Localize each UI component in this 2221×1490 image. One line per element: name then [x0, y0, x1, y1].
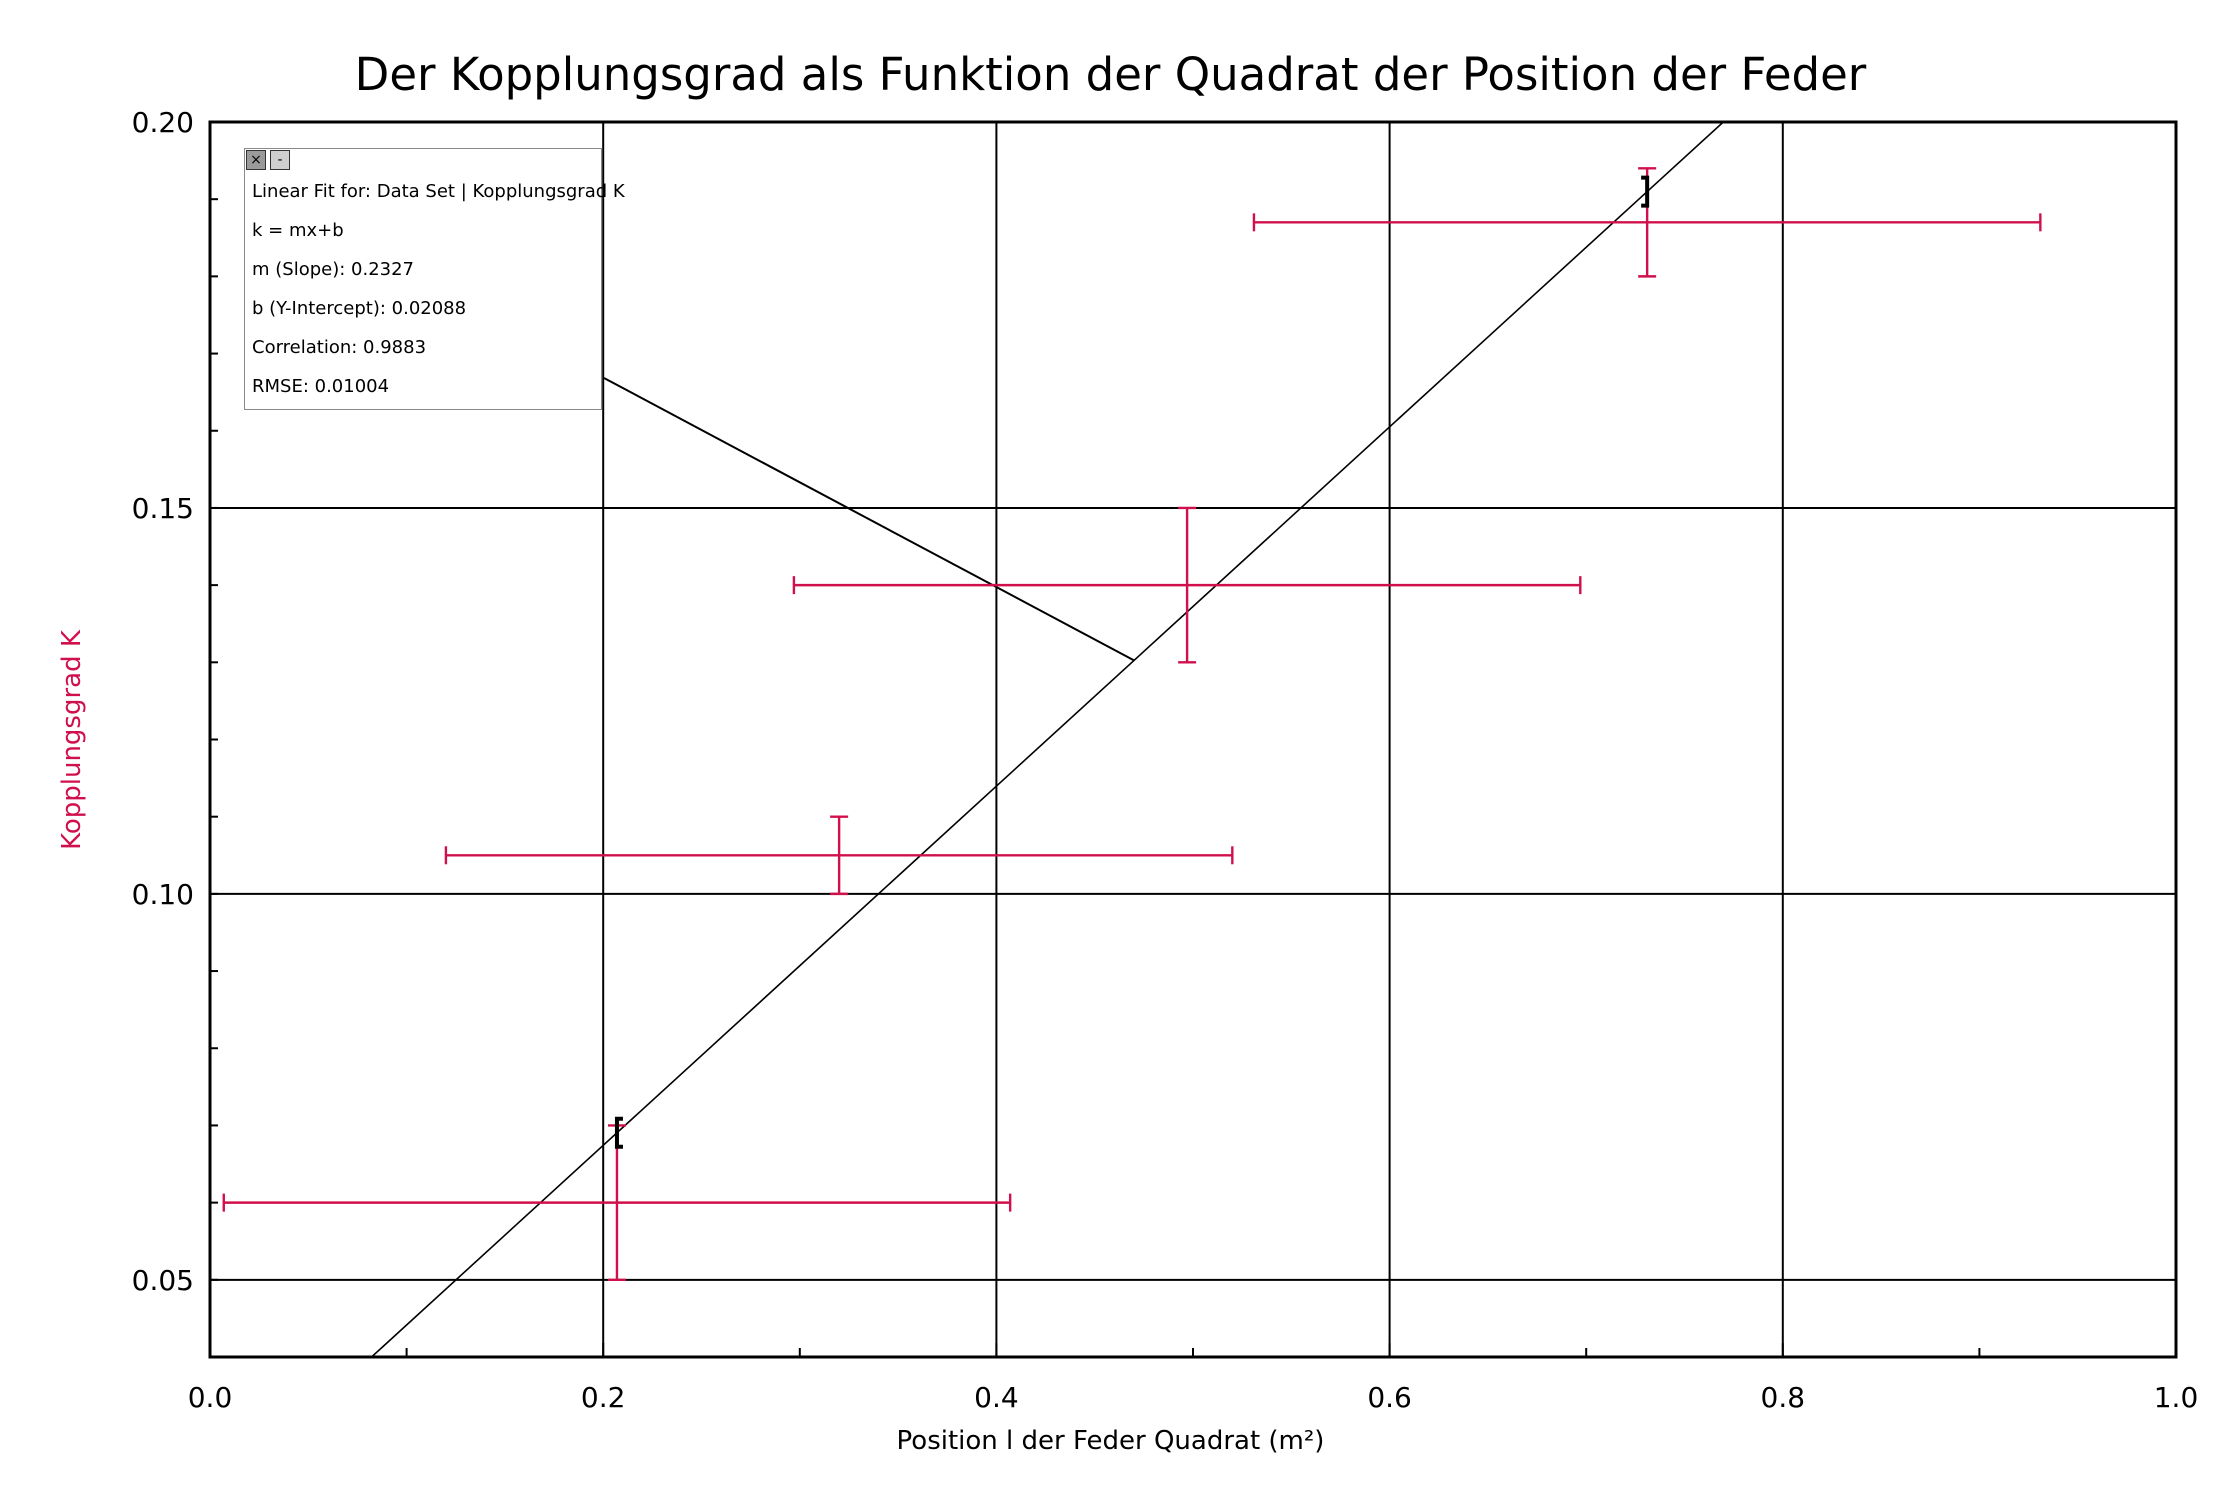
ticks — [209, 121, 2177, 1358]
fit-box-line: k = mx+b — [252, 220, 344, 241]
x-tick-label: 1.0 — [2154, 1381, 2199, 1414]
close-icon[interactable]: × — [246, 150, 266, 170]
fit-box-connector — [603, 377, 1135, 662]
y-tick-label: 0.05 — [132, 1264, 194, 1297]
fit-box-line: m (Slope): 0.2327 — [252, 259, 415, 280]
x-tick-label: 0.0 — [188, 1381, 233, 1414]
y-tick-label: 0.10 — [132, 878, 194, 911]
fit-box-line: Correlation: 0.9883 — [252, 337, 427, 358]
x-tick-label: 0.2 — [581, 1381, 626, 1414]
chart-title: Der Kopplungsgrad als Funktion der Quadr… — [354, 48, 1867, 101]
y-tick-label: 0.15 — [132, 492, 194, 525]
fit-range-bracket — [1641, 175, 1650, 208]
fit-box-line: RMSE: 0.01004 — [252, 376, 390, 397]
x-tick-label: 0.4 — [974, 1381, 1019, 1414]
linear-fit-box[interactable]: × - Linear Fit for: Data Set | Kopplungs… — [244, 148, 625, 410]
fit-layer — [370, 122, 1724, 1357]
data-point — [444, 815, 1234, 896]
fit-line — [370, 122, 1724, 1357]
y-axis-label: Kopplungsgrad K — [57, 630, 87, 850]
data-point — [222, 1124, 1012, 1282]
fit-box-line: b (Y-Intercept): 0.02088 — [252, 298, 467, 319]
x-tick-label: 0.8 — [1761, 1381, 1806, 1414]
fit-box-line: Linear Fit for: Data Set | Kopplungsgrad… — [252, 181, 625, 202]
x-tick-label: 0.6 — [1367, 1381, 1412, 1414]
fit-range-bracket — [614, 1116, 623, 1149]
x-axis-label: Position l der Feder Quadrat (m²) — [896, 1426, 1325, 1456]
tick-labels: 0.0 0.2 0.4 0.6 0.8 1.0 0.05 0.10 0.15 0.20 — [132, 106, 2199, 1414]
minimize-icon[interactable]: - — [270, 150, 290, 170]
y-tick-label: 0.20 — [132, 106, 194, 139]
data-point — [792, 506, 1582, 664]
data-points — [222, 167, 2042, 1282]
